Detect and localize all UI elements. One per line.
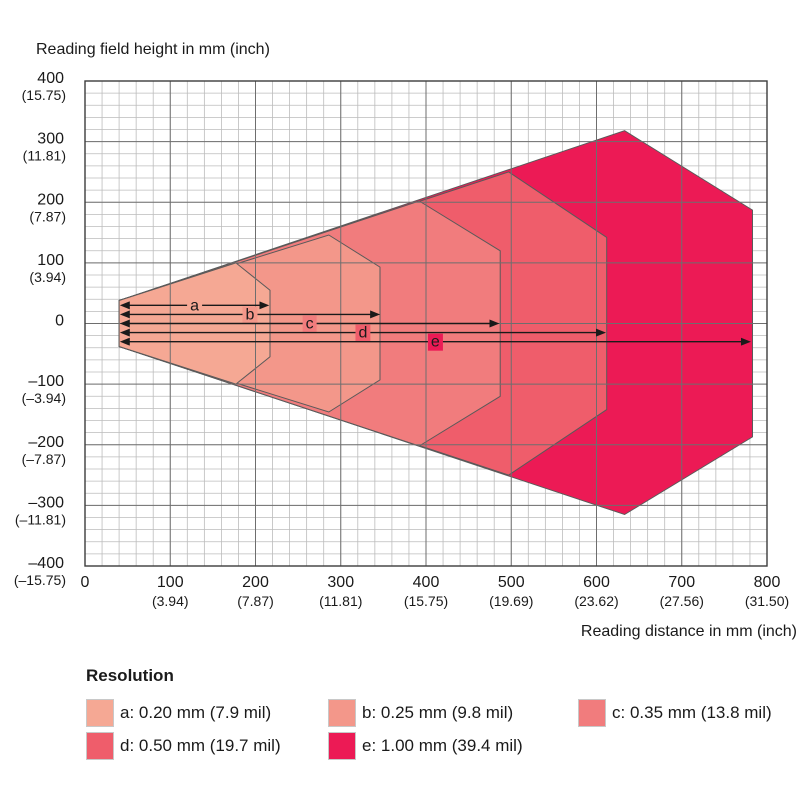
y-tick-label: –300 <box>28 494 64 511</box>
y-tick-label-inch: (–3.94) <box>22 390 66 406</box>
y-tick-label-inch: (–7.87) <box>22 451 66 467</box>
x-tick-label: 400 <box>413 574 440 591</box>
arrow-label-bg-c <box>302 315 317 333</box>
x-tick-label-inch: (3.94) <box>152 593 189 609</box>
x-axis-label: Reading distance in mm (inch) <box>581 623 797 640</box>
y-tick-label: 200 <box>37 191 64 208</box>
y-tick-label: 400 <box>37 70 64 87</box>
legend-swatch-e <box>328 732 356 760</box>
y-tick-label: –200 <box>28 434 64 451</box>
x-tick-label: 300 <box>327 574 354 591</box>
x-tick-label: 700 <box>668 574 695 591</box>
legend-label-e: e: 1.00 mm (39.4 mil) <box>362 736 523 755</box>
legend-item-a: a: 0.20 mm (7.9 mil) <box>86 698 271 728</box>
arrow-label-e: e <box>431 334 440 351</box>
legend-swatch-a <box>86 699 114 727</box>
legend-swatch-b <box>328 699 356 727</box>
x-tick-labels: 0 100 (3.94) 200 (7.87) 300 (11.81) 400 (15.75) 5… <box>81 574 790 609</box>
arrow-label-b: b <box>246 306 255 323</box>
arrow-label-bg-d <box>355 324 371 342</box>
arrow-label-c: c <box>306 316 314 333</box>
x-tick-label-inch: (15.75) <box>404 593 448 609</box>
x-tick-label-inch: (23.62) <box>574 593 618 609</box>
y-tick-labels: 400(15.75) 300(11.81) 200(7.87) 100(3.94) 0 –… <box>14 70 66 588</box>
legend-item-b: b: 0.25 mm (9.8 mil) <box>328 698 513 728</box>
legend-swatch-d <box>86 732 114 760</box>
reading-field-chart: Reading field height in mm (inch) Readin… <box>14 41 797 640</box>
x-tick-label: 100 <box>157 574 184 591</box>
reading-distance-arrows: a b c d e <box>119 297 751 351</box>
x-tick-label: 800 <box>754 574 781 591</box>
x-tick-label: 200 <box>242 574 269 591</box>
y-tick-label-inch: (–15.75) <box>14 572 66 588</box>
arrow-label-a: a <box>190 297 199 314</box>
x-tick-label: 0 <box>81 574 90 591</box>
y-tick-label: 100 <box>37 252 64 269</box>
y-tick-label-inch: (7.87) <box>29 208 66 224</box>
y-tick-label-inch: (11.81) <box>23 148 66 164</box>
y-tick-label-inch: (15.75) <box>22 87 66 103</box>
plot-frame <box>84 80 768 567</box>
legend-item-c: c: 0.35 mm (13.8 mil) <box>578 698 772 728</box>
legend-swatch-c <box>578 699 606 727</box>
grid-major <box>84 80 768 567</box>
x-tick-label: 600 <box>583 574 610 591</box>
legend-label-d: d: 0.50 mm (19.7 mil) <box>120 736 281 755</box>
y-tick-label: 0 <box>55 313 64 330</box>
x-tick-label-inch: (27.56) <box>660 593 704 609</box>
arrow-label-bg-b <box>242 306 258 324</box>
x-tick-label-inch: (7.87) <box>237 593 274 609</box>
x-tick-label: 500 <box>498 574 525 591</box>
y-axis-label: Reading field height in mm (inch) <box>36 41 270 58</box>
y-tick-label: –100 <box>28 373 64 390</box>
y-tick-label-inch: (–11.81) <box>15 511 66 527</box>
legend-item-d: d: 0.50 mm (19.7 mil) <box>86 731 281 761</box>
arrow-label-bg-a <box>187 297 203 315</box>
x-tick-label-inch: (19.69) <box>489 593 533 609</box>
arrow-label-bg-e <box>427 333 443 351</box>
y-tick-label-inch: (3.94) <box>29 269 66 285</box>
legend-title: Resolution <box>86 666 174 685</box>
x-tick-label-inch: (11.81) <box>319 593 362 609</box>
legend-label-a: a: 0.20 mm (7.9 mil) <box>120 703 272 722</box>
legend-label-b: b: 0.25 mm (9.8 mil) <box>362 703 514 722</box>
legend-label-c: c: 0.35 mm (13.8 mil) <box>612 703 772 722</box>
legend-item-e: e: 1.00 mm (39.4 mil) <box>328 731 523 761</box>
arrow-label-d: d <box>358 325 367 342</box>
y-tick-label: –400 <box>28 555 64 572</box>
x-tick-label-inch: (31.50) <box>745 593 789 609</box>
y-tick-label: 300 <box>37 131 64 148</box>
